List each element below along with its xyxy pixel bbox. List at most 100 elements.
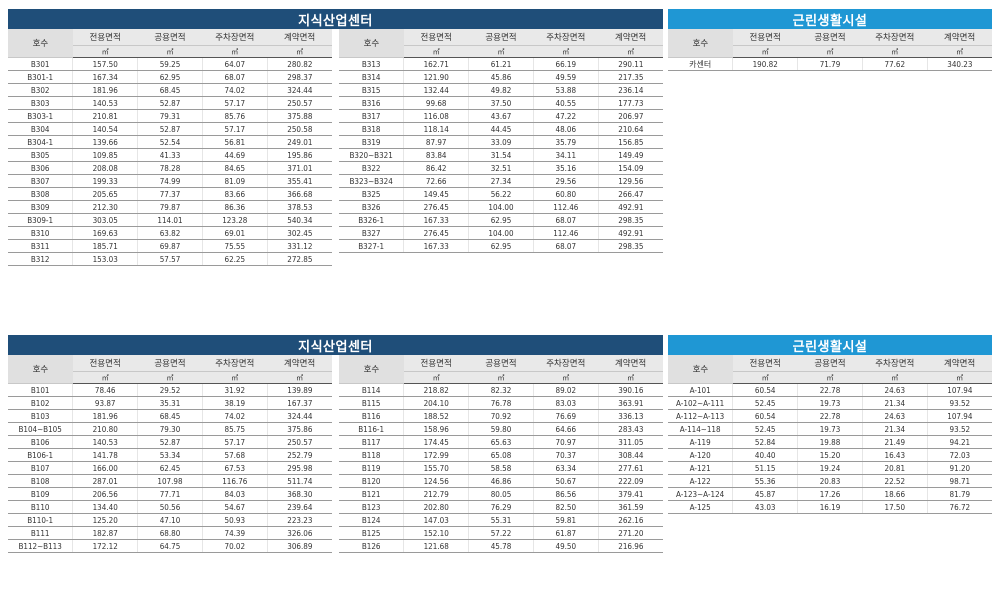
contract-area-cell: 76.72 [926,500,992,514]
contract-area-cell: 91.20 [926,461,992,475]
table-row: B314 121.90 45.86 49.59 217.35 [339,70,663,84]
common-area-cell: 104.00 [468,226,534,240]
common-area-cell: 31.54 [468,148,534,162]
unit-code-cell: B308 [8,187,73,201]
column-header-parking: 주차장면적 [862,355,928,372]
column-header-common: 공용면적 [797,29,863,46]
exclusive-area-cell: 204.10 [403,396,469,410]
unit-code-cell: B112~B113 [8,539,73,553]
parking-area-cell: 35.79 [532,135,599,149]
unit-code-cell: B316 [339,96,404,110]
contract-area-cell: 375.86 [266,422,332,436]
common-area-cell: 58.58 [468,461,534,475]
unit-code-cell: B103 [8,409,73,423]
common-area-cell: 19.73 [797,396,863,410]
table-row: B319 87.97 33.09 35.79 156.85 [339,135,663,149]
unit-code-cell: B326 [339,200,404,214]
exclusive-area-cell: 149.45 [403,187,469,201]
parking-area-cell: 112.46 [532,226,599,240]
unit-code-cell: B106 [8,435,73,449]
common-area-cell: 44.45 [468,122,534,136]
unit-label: ㎡ [598,45,663,58]
contract-area-cell: 363.91 [597,396,663,410]
contract-area-cell: 250.57 [266,435,332,449]
parking-area-cell: 74.02 [201,83,268,97]
table-row: B306 208.08 78.28 84.65 371.01 [8,161,332,175]
table-row: B311 185.71 69.87 75.55 331.12 [8,239,332,253]
common-area-cell: 69.87 [137,239,203,253]
parking-area-cell: 61.87 [532,526,599,540]
table-row: B115 204.10 76.78 83.03 363.91 [339,396,663,410]
common-area-cell: 52.87 [137,122,203,136]
contract-area-cell: 306.89 [266,539,332,553]
table-row: B301-1 167.34 62.95 68.07 298.37 [8,70,332,84]
common-area-cell: 29.52 [137,383,203,397]
unit-code-cell: B317 [339,109,404,123]
parking-area-cell: 112.46 [532,200,599,214]
parking-area-cell: 68.07 [201,70,268,84]
unit-code-cell: B126 [339,539,404,553]
exclusive-area-cell: 181.96 [72,409,138,423]
unit-code-cell: B118 [339,448,404,462]
unit-code-cell: B303 [8,96,73,110]
table-row: B308 205.65 77.37 83.66 366.68 [8,187,332,201]
exclusive-area-cell: 167.33 [403,239,469,253]
unit-code-cell: B304-1 [8,135,73,149]
parking-area-cell: 20.81 [861,461,928,475]
unit-code-cell: B116 [339,409,404,423]
exclusive-area-cell: 188.52 [403,409,469,423]
unit-label: ㎡ [927,371,992,384]
unit-label: ㎡ [202,45,268,58]
parking-area-cell: 86.36 [201,200,268,214]
exclusive-area-cell: 140.53 [72,96,138,110]
table-row: B317 116.08 43.67 47.22 206.97 [339,109,663,123]
unit-code-cell: B306 [8,161,73,175]
exclusive-area-cell: 276.45 [403,226,469,240]
unit-code-cell: A-121 [668,461,733,475]
common-area-cell: 22.78 [797,383,863,397]
table-row: A-102~A-111 52.45 19.73 21.34 93.52 [668,396,992,410]
table-row: B303 140.53 52.87 57.17 250.57 [8,96,332,110]
unit-code-cell: B312 [8,252,73,266]
table-row: A-101 60.54 22.78 24.63 107.94 [668,383,992,397]
common-area-cell: 63.82 [137,226,203,240]
contract-area-cell: 107.94 [926,383,992,397]
contract-area-cell: 149.49 [597,148,663,162]
contract-area-cell: 167.37 [266,396,332,410]
parking-area-cell: 84.65 [201,161,268,175]
exclusive-area-cell: 87.97 [403,135,469,149]
unit-label: ㎡ [732,45,798,58]
exclusive-area-cell: 172.12 [72,539,138,553]
unit-label: ㎡ [797,371,863,384]
unit-label: ㎡ [468,45,534,58]
exclusive-area-cell: 141.78 [72,448,138,462]
contract-area-cell: 139.89 [266,383,332,397]
contract-area-cell: 308.44 [597,448,663,462]
unit-code-cell: B102 [8,396,73,410]
exclusive-area-cell: 83.84 [403,148,469,162]
parking-area-cell: 75.55 [201,239,268,253]
parking-area-cell: 83.66 [201,187,268,201]
contract-area-cell: 326.06 [266,526,332,540]
exclusive-area-cell: 162.71 [403,57,469,71]
common-area-cell: 79.87 [137,200,203,214]
common-area-cell: 45.78 [468,539,534,553]
common-area-cell: 55.31 [468,513,534,527]
contract-area-cell: 81.79 [926,487,992,501]
contract-area-cell: 217.35 [597,70,663,84]
common-area-cell: 17.26 [797,487,863,501]
common-area-cell: 79.31 [137,109,203,123]
parking-area-cell: 47.22 [532,109,599,123]
table-row: B301 157.50 59.25 64.07 280.82 [8,57,332,71]
column-header-exclusive: 전용면적 [732,29,798,46]
unit-code-cell: B319 [339,135,404,149]
contract-area-cell: 195.86 [266,148,332,162]
contract-area-cell: 236.14 [597,83,663,97]
table-row: B102 93.87 35.31 38.19 167.37 [8,396,332,410]
contract-area-cell: 250.58 [266,122,332,136]
table-row: B327 276.45 104.00 112.46 492.91 [339,226,663,240]
parking-area-cell: 21.34 [861,422,928,436]
exclusive-area-cell: 166.00 [72,461,138,475]
common-area-cell: 57.57 [137,252,203,266]
